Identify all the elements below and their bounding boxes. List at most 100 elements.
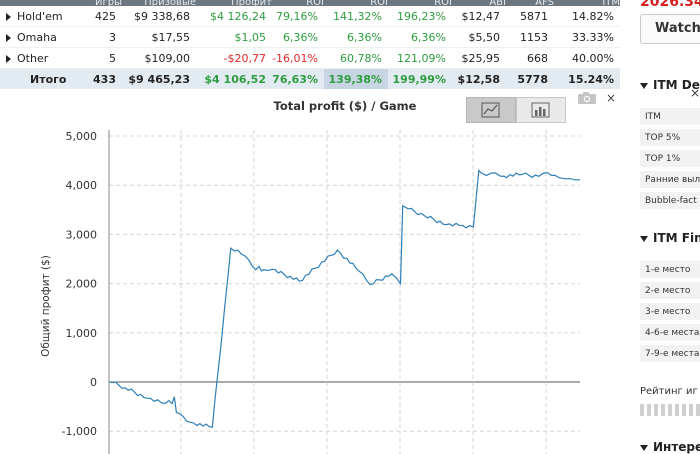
cell-itm: 15.24%	[554, 68, 620, 89]
cell-games: 425	[72, 6, 122, 27]
header-cell-roi-2[interactable]: ROI	[324, 0, 388, 6]
cell-itm: 33.33%	[554, 26, 620, 48]
caret-down-icon	[640, 235, 648, 242]
chart-title: Total profit ($) / Game	[273, 99, 417, 113]
stats-table: Игры Призовые Профит ROI ROI ROI ABI AFS…	[0, 0, 620, 89]
header-cell-profit[interactable]: Профит	[196, 0, 272, 6]
cell-afs: 1153	[506, 26, 554, 48]
expand-arrow-icon[interactable]	[6, 54, 11, 63]
y-tick-label: 3,000	[66, 228, 98, 241]
export-button[interactable]	[577, 91, 597, 105]
line-view-button[interactable]	[466, 97, 516, 123]
expand-arrow-icon[interactable]	[6, 12, 11, 21]
rating-label: Рейтинг иг	[640, 386, 698, 397]
list-item: 2-е место	[640, 282, 700, 301]
cell-roi-3: 6,36%	[388, 26, 452, 48]
cell-roi: 76,63%	[272, 68, 324, 89]
profit-chart: -1,000 0 1,000 2,000 3,000 4,000 5,000 Общий п…	[40, 130, 580, 454]
cell-prizes: $9 465,23	[122, 68, 196, 89]
table-row[interactable]: Omaha 3 $17,55 $1,05 6,36% 6,36% 6,36% $…	[0, 26, 620, 48]
cell-prizes: $109,00	[122, 47, 196, 69]
table-header: Игры Призовые Профит ROI ROI ROI ABI AFS…	[0, 0, 620, 6]
cell-itm: 40.00%	[554, 47, 620, 69]
watch-button[interactable]: Watch	[640, 14, 700, 44]
list-item: TOP 5%	[640, 129, 700, 148]
cell-afs: 5871	[506, 6, 554, 27]
header-cell-abi[interactable]: ABI	[452, 0, 506, 6]
header-cell-roi[interactable]: ROI	[272, 0, 324, 6]
cell-profit: $4 106,52	[196, 68, 272, 89]
line-chart-icon	[481, 102, 500, 118]
row-name-holdem[interactable]: Hold'em	[0, 6, 72, 27]
cell-roi: 79,16%	[272, 6, 324, 27]
list-item: TOP 1%	[640, 150, 700, 169]
table-row[interactable]: Other 5 $109,00 -$20,77 -16,01% 60,78% 1…	[0, 47, 620, 69]
cell-prizes: $9 338,68	[122, 6, 196, 27]
section-title: Интере	[653, 440, 700, 454]
header-cell-roi-3[interactable]: ROI	[388, 0, 452, 6]
cell-abi: $12,47	[452, 6, 506, 27]
cell-roi-2: 139,38%	[324, 68, 388, 89]
expand-arrow-icon[interactable]	[6, 33, 11, 42]
cell-games: 433	[72, 68, 122, 89]
bar-view-button[interactable]	[516, 97, 566, 123]
y-tick-label: -1,000	[62, 425, 97, 438]
total-row: Итого 433 $9 465,23 $4 106,52 76,63% 139…	[0, 68, 620, 89]
total-label: Итого	[0, 68, 72, 89]
cell-abi: $5,50	[452, 26, 506, 48]
right-sidebar: 2026.34 Watch ITM Det ITM TOP 5% TOP 1% …	[628, 0, 700, 454]
sidebar-close-button[interactable]: ×	[690, 86, 700, 100]
cell-afs: 668	[506, 47, 554, 69]
cell-games: 5	[72, 47, 122, 69]
y-tick-label: 1,000	[66, 327, 98, 340]
y-tick-label: 2,000	[66, 278, 98, 291]
balance-amount: 2026.34	[640, 0, 700, 10]
section-title: ITM Det	[653, 78, 700, 92]
cell-roi-3: 196,23%	[388, 6, 452, 27]
caret-down-icon	[640, 444, 648, 451]
cell-itm: 14.82%	[554, 6, 620, 27]
cell-prizes: $17,55	[122, 26, 196, 48]
chart-close-button[interactable]: ×	[606, 91, 617, 105]
y-tick-label: 0	[90, 376, 97, 389]
interest-section[interactable]: Интере	[640, 440, 700, 454]
cell-roi-3: 199,99%	[388, 68, 452, 89]
list-item: Ранние выл	[640, 171, 700, 190]
row-name-omaha[interactable]: Omaha	[0, 26, 72, 48]
row-label: Omaha	[17, 30, 57, 44]
cell-roi-3: 121,09%	[388, 47, 452, 69]
list-item: 3-е место	[640, 303, 700, 322]
bar-chart-icon	[531, 102, 550, 118]
header-cell-games[interactable]: Игры	[72, 0, 122, 6]
row-label: Hold'em	[17, 9, 63, 23]
cell-profit: $4 126,24	[196, 6, 272, 27]
cell-abi: $25,95	[452, 47, 506, 69]
cell-profit: $1,05	[196, 26, 272, 48]
cell-games: 3	[72, 26, 122, 48]
itm-details-section[interactable]: ITM Det	[640, 78, 700, 92]
cell-roi-2: 60,78%	[324, 47, 388, 69]
caret-down-icon	[640, 82, 648, 89]
row-label: Other	[17, 51, 49, 65]
cell-afs: 5778	[506, 68, 554, 89]
itm-finishes-section[interactable]: ITM Fin	[640, 231, 700, 245]
list-item: 1-е место	[640, 261, 700, 280]
y-axis-label: Общий профит ($)	[40, 255, 52, 357]
header-cell-afs[interactable]: AFS	[506, 0, 554, 6]
header-cell-prizes[interactable]: Призовые	[122, 0, 196, 6]
camera-icon	[578, 92, 596, 104]
list-item: 7-9-е места	[640, 345, 700, 364]
cell-abi: $12,58	[452, 68, 506, 89]
header-cell-itm[interactable]: ITM	[554, 0, 620, 6]
y-tick-label: 4,000	[66, 179, 98, 192]
row-name-other[interactable]: Other	[0, 47, 72, 69]
y-axis-ticks: -1,000 0 1,000 2,000 3,000 4,000 5,000	[62, 130, 97, 438]
table-row[interactable]: Hold'em 425 $9 338,68 $4 126,24 79,16% 1…	[0, 6, 620, 27]
list-item: Bubble-fact	[640, 192, 700, 211]
cell-roi-2: 6,36%	[324, 26, 388, 48]
cell-roi: 6,36%	[272, 26, 324, 48]
list-item: ITM	[640, 108, 700, 127]
section-title: ITM Fin	[653, 231, 700, 245]
cell-profit: -$20,77	[196, 47, 272, 69]
cell-roi: -16,01%	[272, 47, 324, 69]
